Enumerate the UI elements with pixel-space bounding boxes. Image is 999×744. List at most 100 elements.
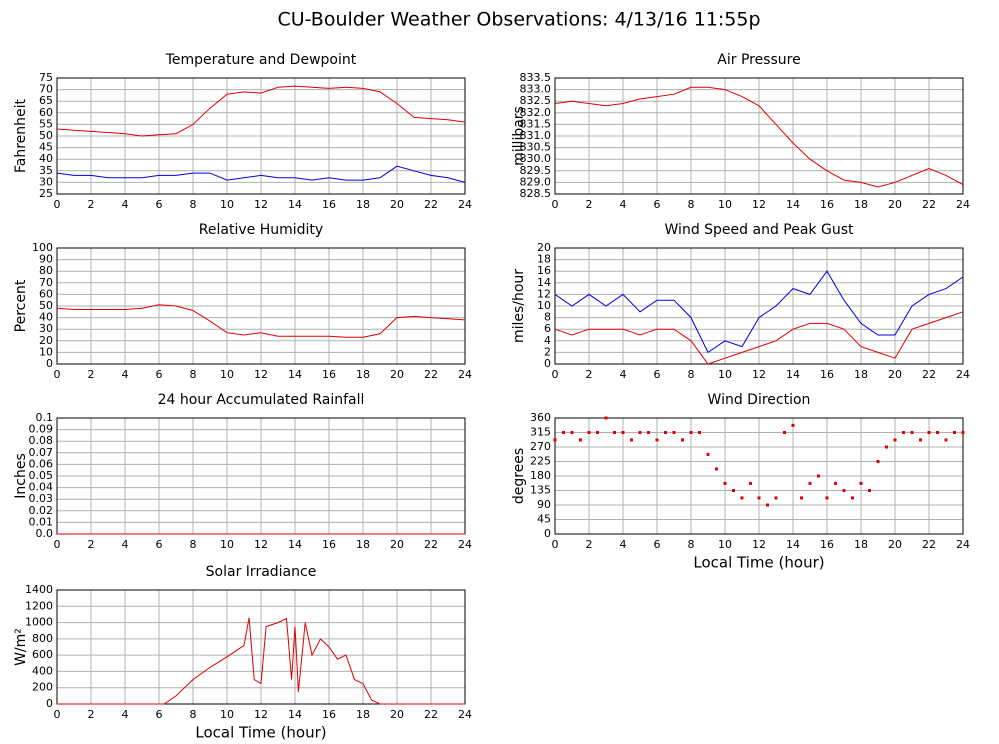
x-tick-label: 14	[288, 198, 302, 211]
x-tick-label: 2	[586, 368, 593, 381]
data-point	[706, 452, 710, 456]
y-tick-label: 50	[39, 299, 53, 312]
x-tick-label: 20	[888, 538, 902, 551]
y-tick-label: 90	[537, 498, 551, 511]
data-point	[604, 416, 608, 420]
data-point	[783, 431, 786, 434]
y-tick-label: 20	[39, 334, 53, 347]
data-point	[953, 431, 956, 434]
x-tick-label: 16	[820, 198, 834, 211]
data-point	[961, 431, 965, 434]
x-tick-label: 2	[88, 708, 95, 721]
y-tick-label: 0.07	[29, 446, 54, 459]
y-tick-label: 829.0	[520, 175, 552, 188]
x-tick-label: 20	[390, 198, 404, 211]
data-point	[715, 467, 718, 471]
y-tick-label: 60	[39, 106, 53, 119]
x-tick-label: 8	[688, 198, 695, 211]
data-point	[851, 496, 854, 500]
y-tick-label: 0.06	[29, 457, 54, 470]
x-tick-label: 8	[190, 538, 197, 551]
data-line	[554, 311, 964, 365]
y-tick-label: 35	[39, 164, 53, 177]
data-point	[579, 438, 582, 442]
y-tick-label: 65	[39, 94, 53, 107]
x-tick-label: 18	[854, 538, 868, 551]
x-tick-label: 20	[888, 368, 902, 381]
x-tick-label: 20	[390, 538, 404, 551]
x-tick-label: 16	[322, 368, 336, 381]
x-tick-label: 22	[424, 538, 438, 551]
data-point	[655, 438, 659, 442]
x-tick-label: 22	[424, 708, 438, 721]
x-tick-label: 20	[888, 198, 902, 211]
y-tick-label: 400	[32, 664, 53, 677]
y-tick-label: 30	[39, 322, 53, 335]
data-point	[766, 503, 769, 507]
x-tick-label: 10	[220, 198, 234, 211]
y-tick-label: 831.0	[520, 129, 552, 142]
x-tick-label: 6	[156, 708, 163, 721]
data-point	[562, 431, 565, 434]
x-tick-label: 14	[786, 538, 800, 551]
x-tick-label: 24	[956, 368, 970, 381]
x-tick-label: 8	[688, 368, 695, 381]
plot-frame	[554, 77, 964, 195]
x-tick-label: 0	[54, 368, 61, 381]
y-tick-label: 832.5	[520, 94, 552, 107]
data-point	[672, 431, 676, 434]
y-tick-label: 270	[530, 440, 551, 453]
x-tick-label: 18	[356, 198, 370, 211]
x-tick-label: 12	[254, 368, 268, 381]
data-point	[596, 431, 599, 434]
data-point	[587, 431, 591, 434]
panel-title: Wind Speed and Peak Gust	[665, 222, 854, 238]
y-tick-label: 0	[46, 697, 53, 710]
data-line	[56, 85, 466, 137]
y-tick-label: 828.5	[520, 187, 552, 200]
y-tick-label: 0.03	[29, 492, 54, 505]
data-line	[554, 270, 964, 354]
x-tick-label: 14	[288, 368, 302, 381]
data-line	[56, 304, 466, 338]
x-tick-label: 16	[322, 198, 336, 211]
x-tick-label: 0	[552, 538, 559, 551]
data-point	[842, 489, 846, 492]
x-tick-label: 18	[356, 538, 370, 551]
data-point	[919, 438, 922, 442]
panel-title: Air Pressure	[717, 52, 800, 68]
y-tick-label: 2	[544, 345, 551, 358]
y-tick-label: 10	[39, 345, 53, 358]
x-tick-label: 4	[122, 708, 129, 721]
y-tick-label: 40	[39, 152, 53, 165]
data-point	[553, 438, 557, 442]
y-tick-label: 833.0	[520, 83, 552, 96]
x-tick-label: 18	[356, 368, 370, 381]
x-tick-label: 22	[922, 198, 936, 211]
y-tick-label: 0.0	[36, 527, 54, 540]
x-tick-label: 6	[156, 538, 163, 551]
x-tick-label: 16	[322, 538, 336, 551]
page-title: CU-Boulder Weather Observations: 4/13/16…	[277, 9, 760, 31]
y-axis-label: millibars	[511, 106, 527, 166]
plot-frame	[554, 417, 964, 535]
x-tick-label: 0	[54, 708, 61, 721]
data-point	[630, 438, 633, 442]
y-axis-label: degrees	[511, 448, 527, 504]
data-point	[808, 481, 812, 485]
x-tick-label: 14	[288, 708, 302, 721]
x-tick-label: 14	[786, 368, 800, 381]
data-point	[689, 431, 693, 434]
y-tick-label: 55	[39, 117, 53, 130]
x-tick-label: 10	[220, 368, 234, 381]
data-point	[621, 431, 625, 434]
y-tick-label: 14	[537, 276, 551, 289]
y-tick-label: 40	[39, 311, 53, 324]
plot-frame	[554, 247, 964, 365]
x-tick-label: 4	[122, 368, 129, 381]
y-tick-label: 4	[544, 334, 551, 347]
y-tick-label: 0	[544, 357, 551, 370]
y-tick-label: 830.0	[520, 152, 552, 165]
x-tick-label: 2	[88, 198, 95, 211]
y-tick-label: 16	[537, 264, 551, 277]
